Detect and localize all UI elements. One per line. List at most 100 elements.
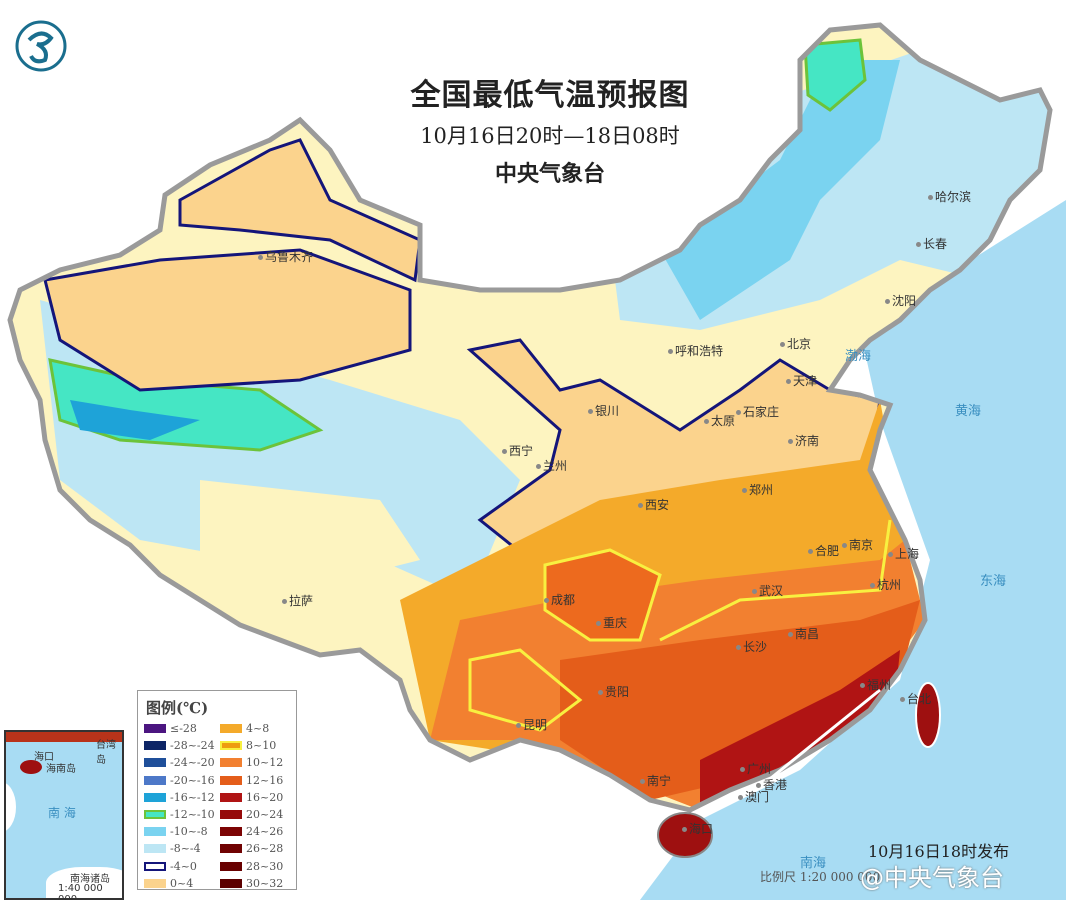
legend-item: -4~0 [144, 858, 220, 875]
city-label: 西宁 [502, 442, 533, 459]
sea-label-yellow: 黄海 [955, 404, 982, 419]
legend-item: ≤-28 [144, 720, 220, 737]
legend-swatch [144, 861, 166, 871]
legend-item: 24~26 [220, 823, 296, 840]
sea-label-south: 南海 [800, 856, 827, 871]
legend-label: 12~16 [246, 773, 284, 787]
legend-item: 30~32 [220, 875, 296, 892]
inset-label: 台湾岛 [96, 740, 116, 766]
city-label: 南昌 [788, 625, 819, 642]
south-china-sea-inset: 海口 海南岛 台湾岛 南 海 南海诸岛 1:40 000 000 [4, 730, 124, 900]
legend-label: 0~4 [170, 876, 194, 890]
legend-label: ≤-28 [170, 722, 197, 736]
legend-item: 10~12 [220, 754, 296, 771]
legend-item: -20~-16 [144, 772, 220, 789]
city-label: 石家庄 [736, 403, 779, 420]
zone-yellow-plateau [200, 480, 420, 590]
legend-swatch [220, 827, 242, 837]
inset-label: 海口 [34, 752, 54, 763]
inset-label: 南海诸岛 [70, 874, 110, 885]
legend-swatch [144, 827, 166, 837]
inset-scale: 1:40 000 000 [58, 883, 103, 900]
legend-swatch [144, 775, 166, 785]
isoline-8to10-east [659, 519, 892, 642]
sea-label-east: 东海 [980, 574, 1007, 589]
legend-label: 28~30 [246, 859, 284, 873]
legend-swatch [144, 724, 166, 734]
legend-item: 28~30 [220, 858, 296, 875]
legend-swatch [220, 758, 242, 768]
city-label: 澳门 [738, 788, 769, 805]
city-label: 沈阳 [885, 292, 916, 309]
legend-item: -10~-8 [144, 823, 220, 840]
legend-swatch [220, 861, 242, 871]
zone-minus16 [70, 400, 200, 440]
legend-label: 8~10 [246, 739, 277, 753]
map-title: 全国最低气温预报图 [410, 78, 690, 113]
city-label: 福州 [860, 676, 891, 693]
legend-label: 24~26 [246, 825, 284, 839]
legend-swatch [144, 741, 166, 751]
city-label: 济南 [788, 432, 819, 449]
city-label: 海口 [682, 820, 713, 837]
zone-minus10 [660, 60, 900, 320]
zone-minus12 [803, 38, 867, 112]
legend-label: -20~-16 [170, 773, 215, 787]
legend-label: -12~-10 [170, 808, 215, 822]
issuer: 中央气象台 [494, 161, 605, 187]
legend-swatch [220, 724, 242, 734]
inset-land [6, 782, 16, 832]
zone-12to16 [560, 600, 920, 800]
legend-label: 4~8 [246, 722, 270, 736]
legend-swatch [144, 878, 166, 888]
city-label: 成都 [544, 591, 575, 608]
city-label: 长沙 [736, 638, 767, 655]
legend-label: 26~28 [246, 842, 284, 856]
legend-label: -16~-12 [170, 790, 215, 804]
map-title-block: 全国最低气温预报图 10月16日20时—18日08时 中央气象台 [300, 70, 800, 188]
city-label: 天津 [786, 372, 817, 389]
city-label: 南宁 [640, 772, 671, 789]
legend-swatch [220, 878, 242, 888]
city-label: 郑州 [742, 481, 773, 498]
legend-swatch [144, 792, 166, 802]
city-label: 重庆 [596, 614, 627, 631]
city-label: 兰州 [536, 457, 567, 474]
legend-label: -10~-8 [170, 825, 208, 839]
legend-swatch [220, 741, 242, 751]
inset-hainan [20, 760, 42, 774]
isoline-8to10-sichuan [543, 548, 662, 642]
legend-label: 16~20 [246, 790, 284, 804]
legend-label: -4~0 [170, 859, 197, 873]
legend-label: 20~24 [246, 808, 284, 822]
isoline-8to10-yunnan [468, 648, 583, 732]
city-label: 西安 [638, 496, 669, 513]
city-label: 拉萨 [282, 592, 313, 609]
city-label: 杭州 [870, 576, 901, 593]
inset-land [46, 867, 122, 898]
legend-swatch [220, 792, 242, 802]
legend-item: 8~10 [220, 737, 296, 754]
city-label: 上海 [888, 545, 919, 562]
forecast-period: 10月16日20时—18日08时 [420, 124, 680, 148]
legend-item: 16~20 [220, 789, 296, 806]
legend-item: 0~4 [144, 875, 220, 892]
legend-item: 20~24 [220, 806, 296, 823]
map-scale: 比例尺 1:20 000 000 [760, 870, 881, 884]
city-label: 合肥 [808, 542, 839, 559]
city-label: 长春 [916, 235, 947, 252]
city-label: 昆明 [516, 716, 547, 733]
watermark: @中央气象台 [860, 864, 1004, 892]
inset-label: 南 海 [48, 806, 76, 820]
city-label: 南京 [842, 536, 873, 553]
legend-item: 4~8 [220, 720, 296, 737]
cma-logo [15, 20, 67, 72]
legend-item: -24~-20 [144, 754, 220, 771]
legend: 图例(℃) ≤-28 -28~-24 -24~-20 -20~-16 -16~-12 -1… [137, 690, 297, 890]
issued-time: 10月16日18时发布 [868, 842, 1010, 861]
legend-item: -28~-24 [144, 737, 220, 754]
city-label: 贵阳 [598, 683, 629, 700]
city-label: 哈尔滨 [928, 188, 971, 205]
city-label: 乌鲁木齐 [258, 248, 313, 265]
city-label: 北京 [780, 335, 811, 352]
